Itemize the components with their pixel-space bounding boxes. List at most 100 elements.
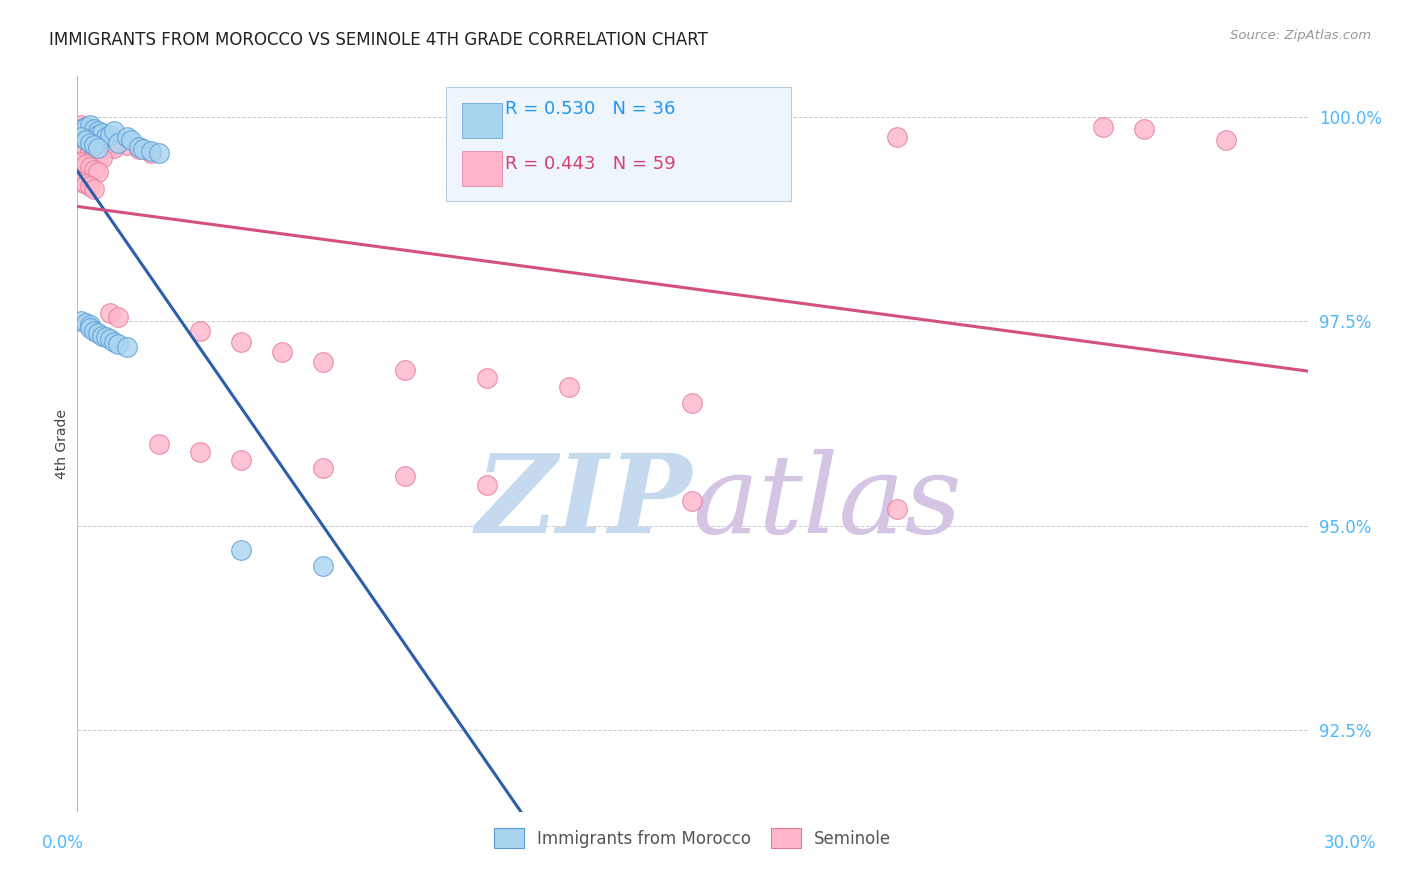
Point	[115, 130, 138, 145]
Point	[312, 559, 335, 574]
Point	[107, 310, 129, 324]
Text: R = 0.443   N = 59: R = 0.443 N = 59	[506, 155, 676, 173]
Point	[682, 396, 704, 410]
Point	[271, 345, 294, 359]
Point	[79, 318, 101, 333]
Point	[87, 326, 110, 341]
Point	[98, 128, 121, 142]
Point	[132, 142, 155, 156]
Point	[188, 445, 212, 459]
Text: ZIP: ZIP	[475, 449, 693, 557]
Point	[75, 177, 97, 191]
Point	[90, 126, 114, 140]
Point	[87, 132, 110, 146]
Point	[75, 132, 97, 146]
Point	[83, 123, 105, 137]
Text: atlas: atlas	[693, 449, 962, 557]
Point	[98, 139, 121, 153]
Text: 0.0%: 0.0%	[42, 834, 84, 852]
Point	[79, 144, 101, 158]
Point	[312, 461, 335, 475]
Point	[79, 161, 101, 175]
Point	[70, 138, 93, 153]
Point	[188, 324, 212, 338]
Point	[98, 332, 121, 346]
Text: 30.0%: 30.0%	[1323, 834, 1376, 852]
Point	[94, 330, 117, 344]
Point	[90, 329, 114, 343]
Point	[87, 126, 110, 140]
Point	[682, 494, 704, 508]
Point	[120, 132, 142, 146]
Text: IMMIGRANTS FROM MOROCCO VS SEMINOLE 4TH GRADE CORRELATION CHART: IMMIGRANTS FROM MOROCCO VS SEMINOLE 4TH …	[49, 31, 709, 49]
Point	[79, 136, 101, 150]
Point	[75, 316, 97, 330]
Point	[94, 130, 117, 145]
Y-axis label: 4th Grade: 4th Grade	[55, 409, 69, 479]
Point	[477, 477, 499, 491]
Point	[79, 320, 101, 334]
Point	[115, 138, 138, 153]
Point	[79, 179, 101, 194]
Point	[231, 334, 253, 349]
Point	[886, 130, 908, 145]
Point	[70, 118, 93, 132]
Point	[312, 355, 335, 369]
Point	[103, 141, 125, 155]
Point	[148, 146, 170, 161]
Point	[1091, 120, 1114, 134]
Point	[79, 122, 101, 136]
Text: R = 0.530   N = 36: R = 0.530 N = 36	[506, 100, 676, 118]
Point	[94, 130, 117, 145]
Point	[98, 132, 121, 146]
Point	[128, 142, 150, 156]
Point	[886, 502, 908, 516]
Point	[70, 154, 93, 169]
Point	[107, 136, 129, 150]
Point	[75, 157, 97, 171]
Point	[79, 128, 101, 142]
Point	[87, 128, 110, 142]
Point	[75, 124, 97, 138]
Point	[107, 136, 129, 150]
Point	[231, 543, 253, 558]
Point	[141, 145, 163, 160]
Point	[87, 149, 110, 163]
Point	[83, 182, 105, 196]
Point	[90, 151, 114, 165]
Point	[148, 437, 170, 451]
Point	[70, 175, 93, 189]
Legend: Immigrants from Morocco, Seminole: Immigrants from Morocco, Seminole	[486, 822, 898, 855]
Point	[90, 134, 114, 148]
FancyBboxPatch shape	[447, 87, 792, 201]
Point	[87, 124, 110, 138]
Point	[394, 363, 416, 377]
Point	[83, 324, 105, 338]
Point	[83, 146, 105, 161]
Point	[87, 165, 110, 179]
Point	[103, 124, 125, 138]
Point	[75, 120, 97, 134]
Point	[90, 128, 114, 143]
Point	[141, 144, 163, 158]
Point	[83, 122, 105, 136]
Point	[79, 118, 101, 132]
Point	[98, 306, 121, 320]
Point	[75, 141, 97, 155]
Point	[70, 122, 93, 136]
Point	[87, 141, 110, 155]
Point	[70, 130, 93, 145]
Point	[1132, 122, 1154, 136]
Point	[115, 340, 138, 354]
Point	[83, 138, 105, 153]
Point	[103, 334, 125, 349]
Point	[128, 140, 150, 154]
FancyBboxPatch shape	[463, 103, 502, 138]
Point	[70, 314, 93, 328]
Point	[75, 120, 97, 134]
Point	[83, 162, 105, 177]
FancyBboxPatch shape	[463, 151, 502, 186]
Point	[558, 379, 581, 393]
Point	[83, 130, 105, 145]
Point	[477, 371, 499, 385]
